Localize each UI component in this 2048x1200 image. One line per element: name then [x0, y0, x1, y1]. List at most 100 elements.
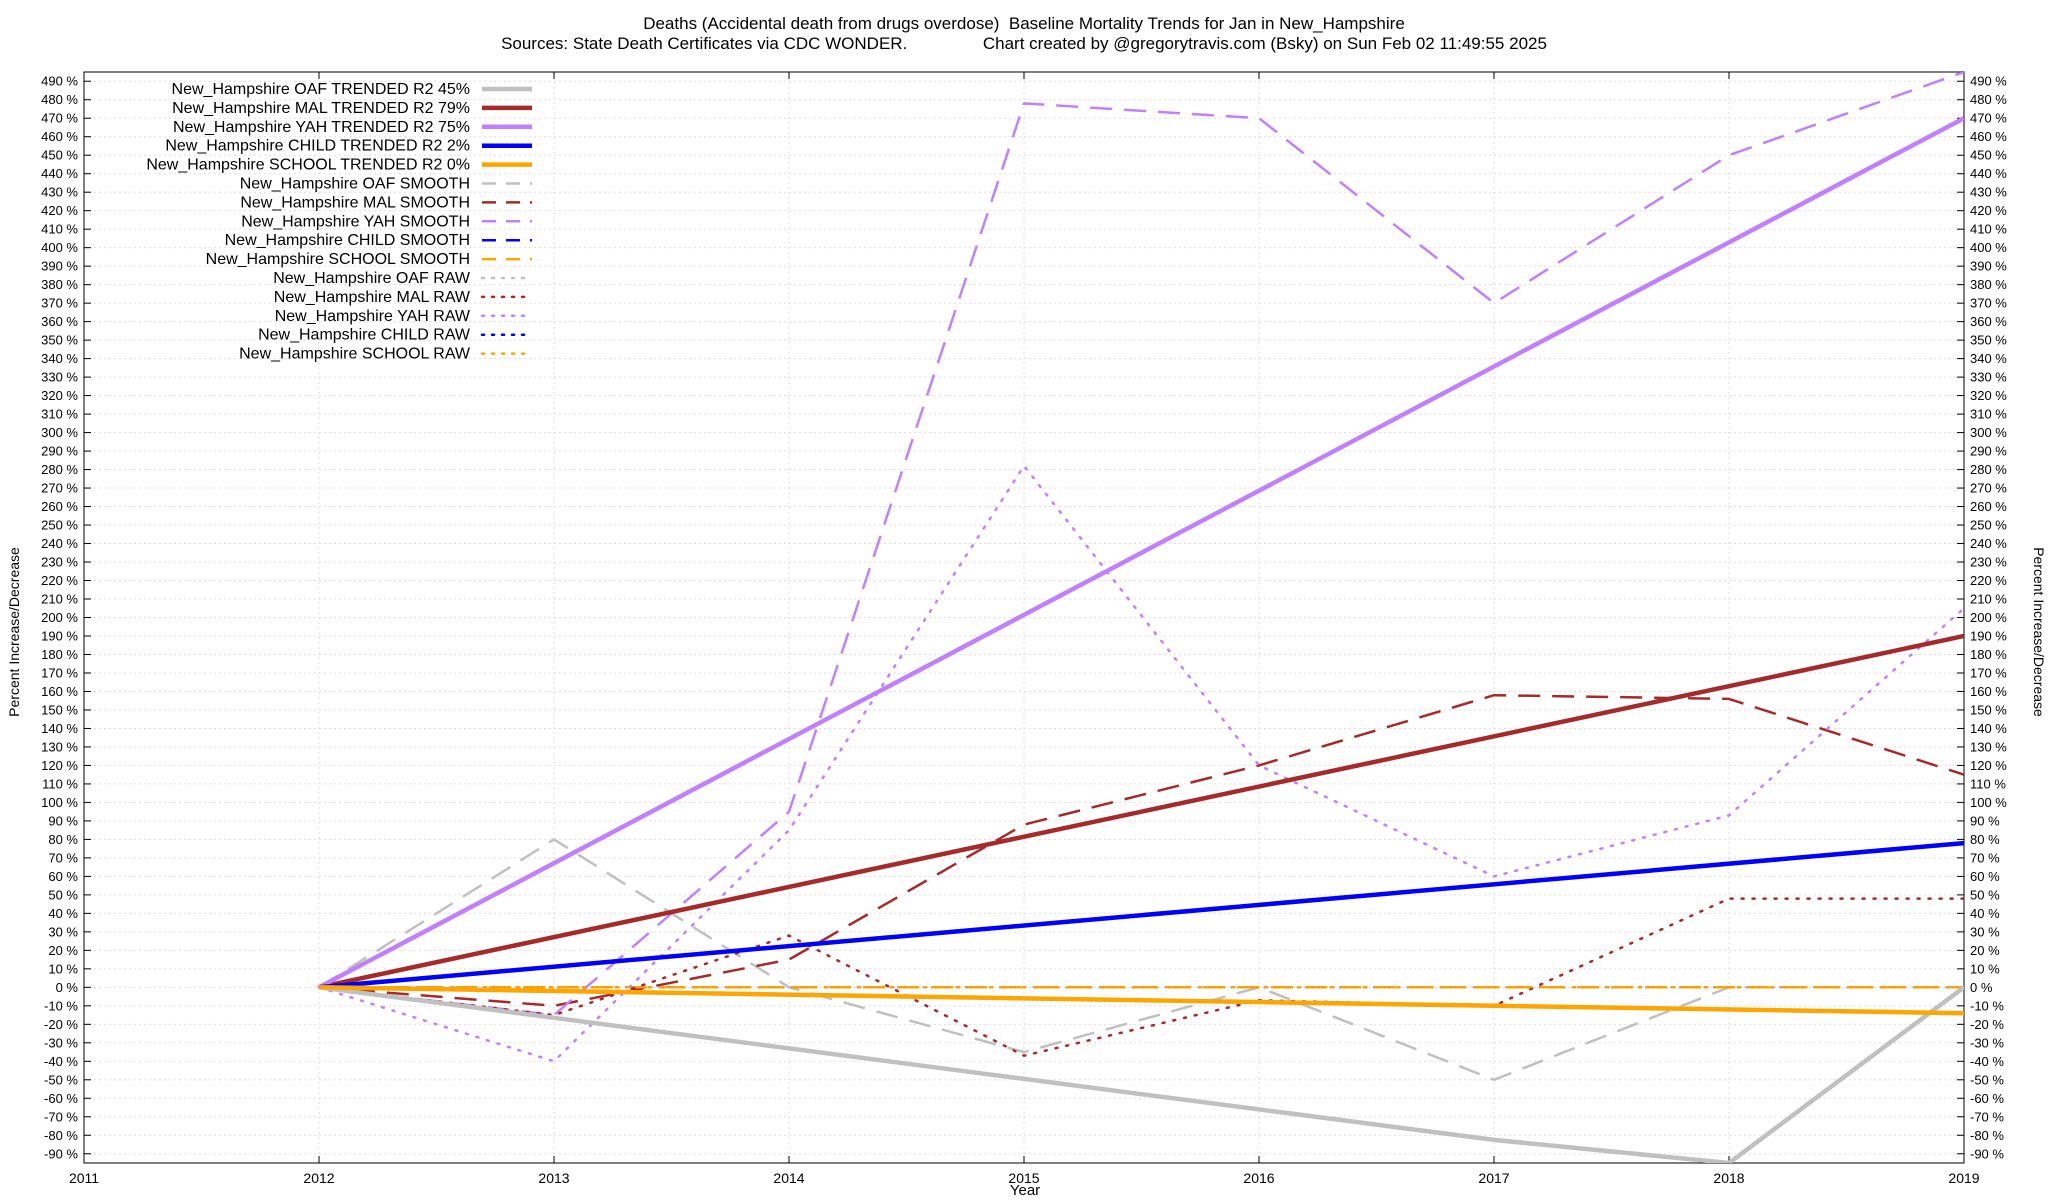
y-tick-label-right: 40 % [1970, 906, 2000, 921]
y-tick-label-right: 430 % [1970, 185, 2007, 200]
y-tick-label-left: 180 % [41, 647, 78, 662]
y-tick-label-left: 320 % [41, 388, 78, 403]
y-tick-label-left: 0 % [56, 980, 79, 995]
y-tick-label-left: 60 % [48, 869, 78, 884]
y-tick-label-right: 450 % [1970, 148, 2007, 163]
y-tick-label-right: 350 % [1970, 333, 2007, 348]
y-tick-label-right: 110 % [1970, 776, 2006, 791]
y-tick-label-right: 50 % [1970, 887, 2000, 902]
chart-subtitle: Sources: State Death Certificates via CD… [501, 34, 1547, 53]
y-tick-label-left: 100 % [41, 795, 78, 810]
y-tick-label-right: 0 % [1970, 980, 1993, 995]
y-tick-label-right: 30 % [1970, 924, 2000, 939]
y-tick-label-right: 180 % [1970, 647, 2007, 662]
y-tick-label-right: 20 % [1970, 943, 2000, 958]
y-tick-label-left: 460 % [41, 129, 78, 144]
y-tick-label-right: 320 % [1970, 388, 2007, 403]
y-tick-label-right: -10 % [1970, 998, 2004, 1013]
y-tick-label-left: 430 % [41, 185, 78, 200]
y-tick-label-right: 220 % [1970, 573, 2007, 588]
x-tick-label: 2011 [69, 1170, 99, 1186]
y-tick-label-right: 250 % [1970, 518, 2007, 533]
y-tick-label-left: 470 % [41, 111, 78, 126]
legend: New_Hampshire OAF TRENDED R2 45% New_Hamp… [146, 81, 534, 363]
legend-label: New_Hampshire MAL RAW [274, 289, 471, 306]
series-line-yah-trended [317, 116, 1964, 990]
legend-label: New_Hampshire YAH RAW [275, 308, 471, 325]
y-tick-label-right: 80 % [1970, 832, 2000, 847]
x-tick-label: 2017 [1478, 1170, 1509, 1186]
legend-label: New_Hampshire CHILD RAW [258, 327, 471, 344]
y-tick-label-left: 290 % [41, 444, 78, 459]
y-tick-label-right: 60 % [1970, 869, 2000, 884]
y-tick-label-left: -20 % [44, 1017, 78, 1032]
y-tick-label-left: 50 % [48, 887, 78, 902]
y-tick-label-right: -90 % [1970, 1146, 2004, 1161]
x-tick-label: 2015 [1008, 1170, 1039, 1186]
y-tick-label-right: 310 % [1970, 407, 2007, 422]
y-tick-label-right: 160 % [1970, 684, 2007, 699]
x-tick-label: 2016 [1243, 1170, 1274, 1186]
y-tick-label-right: 120 % [1970, 758, 2007, 773]
y-tick-label-left: 30 % [48, 924, 78, 939]
y-tick-label-left: 400 % [41, 240, 78, 255]
y-axis-label-left: Percent Increase/Decrease [6, 547, 22, 717]
x-tick-label: 2018 [1713, 1170, 1744, 1186]
y-tick-label-left: 220 % [41, 573, 78, 588]
legend-label: New_Hampshire OAF RAW [273, 270, 471, 287]
series-line-child-trended [318, 840, 1964, 990]
y-tick-label-right: 420 % [1970, 203, 2007, 218]
series-line-mal-smooth [318, 693, 1964, 1008]
y-tick-label-right: 270 % [1970, 481, 2007, 496]
series-line-oaf-smooth [318, 838, 1964, 1082]
series-line-mal-raw [317, 897, 1964, 1057]
axes: -90 % -90 % -80 % -80 % -70 % -70 % -60 % -60 %… [41, 71, 2007, 1186]
y-tick-label-right: 170 % [1970, 665, 2007, 680]
y-tick-label-left: 90 % [48, 813, 78, 828]
y-tick-label-left: 440 % [41, 166, 78, 181]
y-tick-label-right: 240 % [1970, 536, 2007, 551]
legend-label: New_Hampshire CHILD TRENDED R2 2% [165, 138, 470, 155]
series-line-school-trended [318, 985, 1964, 1016]
y-tick-label-right: 140 % [1970, 721, 2007, 736]
x-tick-label: 2014 [773, 1170, 804, 1186]
y-tick-label-right: 380 % [1970, 277, 2007, 292]
legend-label: New_Hampshire YAH SMOOTH [241, 213, 470, 230]
legend-label: New_Hampshire OAF TRENDED R2 45% [172, 81, 470, 98]
y-tick-label-left: 250 % [41, 518, 78, 533]
y-tick-label-left: 270 % [41, 481, 78, 496]
y-tick-label-left: 230 % [41, 555, 78, 570]
legend-label: New_Hampshire CHILD SMOOTH [225, 232, 470, 249]
y-tick-label-left: 190 % [41, 628, 78, 643]
x-tick-label: 2012 [303, 1170, 334, 1186]
y-tick-label-right: 130 % [1970, 739, 2007, 754]
y-tick-label-left: 280 % [41, 462, 78, 477]
y-tick-label-right: 90 % [1970, 813, 2000, 828]
y-tick-label-right: -70 % [1970, 1109, 2004, 1124]
y-tick-label-right: 330 % [1970, 370, 2007, 385]
y-tick-label-right: 230 % [1970, 555, 2007, 570]
y-tick-label-left: 310 % [41, 407, 78, 422]
legend-label: New_Hampshire SCHOOL TRENDED R2 0% [146, 157, 470, 174]
y-tick-label-left: 200 % [41, 610, 78, 625]
y-tick-label-left: 450 % [41, 148, 78, 163]
y-tick-label-left: -90 % [44, 1146, 78, 1161]
y-tick-label-left: -60 % [44, 1091, 78, 1106]
y-tick-label-left: 360 % [41, 314, 78, 329]
y-tick-label-right: -20 % [1970, 1017, 2004, 1032]
y-tick-label-right: -40 % [1970, 1054, 2004, 1069]
y-tick-label-right: -60 % [1970, 1091, 2004, 1106]
y-tick-label-right: 400 % [1970, 240, 2007, 255]
y-tick-label-left: 80 % [48, 832, 78, 847]
y-tick-label-left: 150 % [41, 702, 78, 717]
y-tick-label-left: 110 % [42, 776, 78, 791]
y-tick-label-right: 370 % [1970, 296, 2007, 311]
y-tick-label-left: -70 % [44, 1109, 78, 1124]
y-tick-label-right: 260 % [1970, 499, 2007, 514]
legend-label: New_Hampshire OAF SMOOTH [240, 176, 470, 193]
y-tick-label-left: 350 % [41, 333, 78, 348]
y-tick-label-right: 460 % [1970, 129, 2007, 144]
y-tick-label-right: 10 % [1970, 961, 2000, 976]
y-tick-label-right: 410 % [1970, 222, 2007, 237]
chart-title: Deaths (Accidental death from drugs over… [643, 14, 1405, 33]
